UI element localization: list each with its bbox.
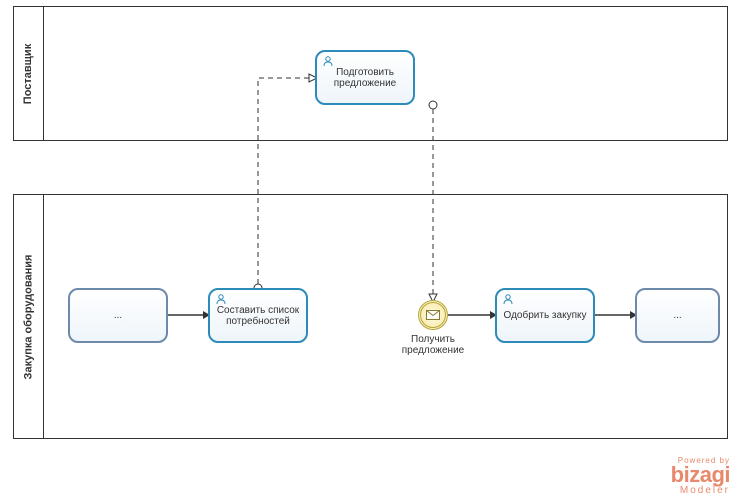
- pool-supplier-label: Поставщик: [23, 43, 35, 103]
- task-approve-purchase[interactable]: Одобрить закупку: [495, 288, 595, 343]
- event-receive-proposal[interactable]: [418, 300, 448, 330]
- event-receive-proposal-label: Получить предложение: [388, 334, 478, 356]
- task-compose-needs[interactable]: Составить список потребностей: [208, 288, 308, 343]
- task-label: ...: [673, 310, 681, 321]
- task-prepare-proposal[interactable]: Подготовить предложение: [315, 50, 415, 105]
- task-ellipsis-right[interactable]: ...: [635, 288, 720, 343]
- task-label: Подготовить предложение: [321, 67, 409, 89]
- task-label: Составить список потребностей: [214, 305, 302, 327]
- pool-procurement-label-wrap: Закупка оборудования: [14, 195, 44, 438]
- task-ellipsis-left[interactable]: ...: [68, 288, 168, 343]
- bizagi-logo: Powered by bizagi Modeler: [671, 456, 730, 496]
- task-label: ...: [114, 310, 122, 321]
- user-icon: [322, 55, 334, 67]
- logo-name: bizagi: [671, 465, 730, 485]
- user-icon: [215, 293, 227, 305]
- task-label: Одобрить закупку: [504, 310, 587, 321]
- user-icon: [502, 293, 514, 305]
- pool-supplier-label-wrap: Поставщик: [14, 7, 44, 140]
- logo-sub: Modeler: [671, 485, 730, 496]
- pool-procurement-label: Закупка оборудования: [23, 254, 35, 379]
- message-icon: [426, 310, 440, 320]
